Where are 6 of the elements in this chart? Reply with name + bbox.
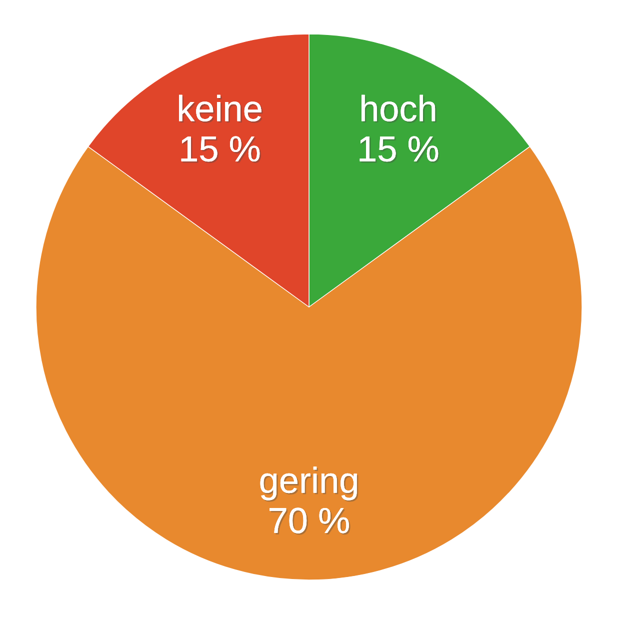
slice-label: gering xyxy=(260,466,358,502)
data-label: 70 % xyxy=(270,508,350,535)
slice-label: hoch xyxy=(362,94,436,123)
slice-label: keine xyxy=(179,94,263,123)
data-label: 15 % xyxy=(360,136,440,164)
data-label: 15 % xyxy=(181,136,262,164)
